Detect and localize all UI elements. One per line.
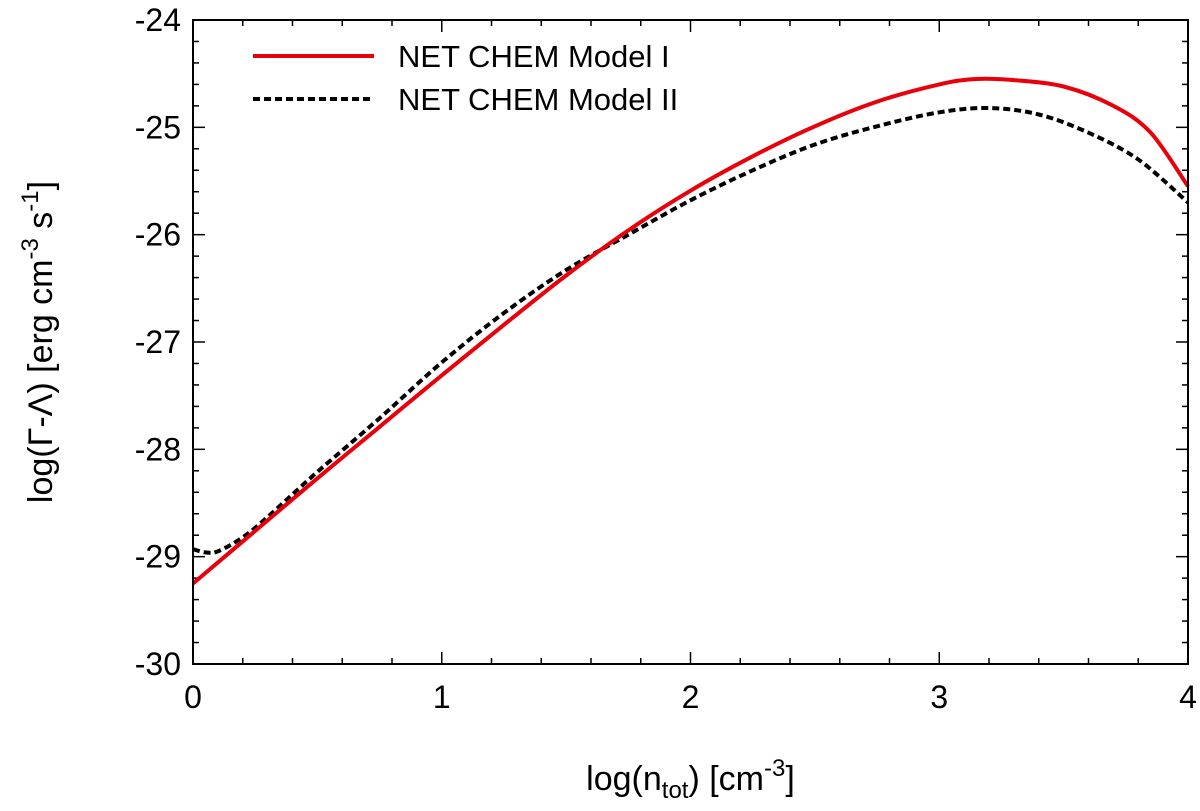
series-line-model-i xyxy=(191,76,1190,586)
series-layer xyxy=(191,76,1190,586)
legend-label-model-ii: NET CHEM Model II xyxy=(398,82,678,117)
y-tick-label: -27 xyxy=(135,324,181,360)
axis-ticks xyxy=(192,19,1189,665)
y-tick-label: -25 xyxy=(135,109,181,145)
legend-label-model-i: NET CHEM Model I xyxy=(398,39,670,74)
y-tick-label: -29 xyxy=(135,539,181,575)
legend: NET CHEM Model I NET CHEM Model II xyxy=(253,39,678,117)
x-title-mid: ) [cm xyxy=(688,760,764,798)
x-title-suffix: ] xyxy=(785,760,794,798)
x-tick-label: 4 xyxy=(1179,679,1197,715)
x-title-prefix: log(n xyxy=(586,760,662,798)
y-tick-label: -24 xyxy=(135,2,181,38)
tick-labels: 0 1 2 3 4 -30 -29 -28 -27 -26 -25 -24 xyxy=(135,2,1197,715)
x-tick-label: 2 xyxy=(682,679,700,715)
y-title-suffix: ] xyxy=(22,181,60,190)
x-tick-label: 1 xyxy=(433,679,451,715)
y-tick-label: -30 xyxy=(135,646,181,682)
y-title-sup2: -1 xyxy=(17,190,44,211)
y-title-prefix: log(Γ-Λ) [erg cm xyxy=(22,260,60,504)
plot-frame xyxy=(192,19,1189,665)
x-tick-label: 0 xyxy=(184,679,202,715)
x-title-sub: tot xyxy=(662,777,689,804)
y-title-sup1: -3 xyxy=(17,238,44,259)
series-line-model-ii xyxy=(192,105,1190,555)
y-axis-title: log(Γ-Λ) [erg cm-3 s-1] xyxy=(17,181,60,503)
x-title-sup: -3 xyxy=(764,755,785,782)
x-tick-label: 3 xyxy=(930,679,948,715)
y-tick-label: -26 xyxy=(135,217,181,253)
x-axis-title: log(ntot) [cm-3] xyxy=(586,755,795,804)
y-tick-label: -28 xyxy=(135,431,181,467)
y-title-mid: s xyxy=(22,212,60,238)
